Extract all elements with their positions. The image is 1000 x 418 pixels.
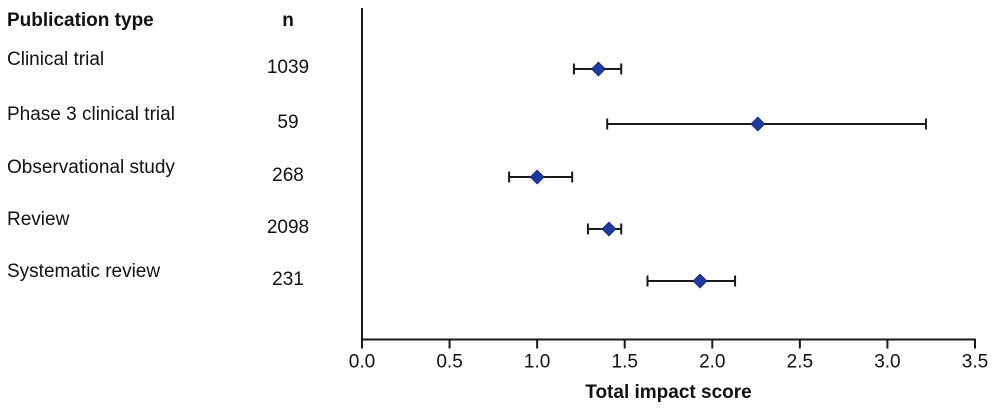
publication-type-label: Phase 3 clinical trial [7,104,175,125]
x-axis-tick-label: 3.5 [962,352,988,373]
x-axis-tick-label: 2.5 [787,352,813,373]
point-estimate-diamond [590,61,606,77]
x-axis-tick-label: 1.5 [612,352,638,373]
publication-type-label: Systematic review [7,261,161,282]
x-axis-tick-label: 1.0 [524,352,550,373]
point-estimate-diamond [529,169,545,185]
column-header-publication-type: Publication type [7,10,154,31]
x-axis-tick-label: 0.0 [349,352,375,373]
x-axis-title: Total impact score [585,382,751,403]
n-value: 268 [272,165,304,186]
x-axis-tick-label: 2.0 [699,352,725,373]
n-value: 2098 [266,217,310,238]
n-value: 59 [277,112,299,133]
publication-type-label: Observational study [7,157,175,178]
column-header-n: n [282,10,294,31]
point-estimate-diamond [692,273,708,289]
point-estimate-diamond [601,221,617,237]
x-axis-tick-label: 0.5 [436,352,462,373]
point-estimate-diamond [750,116,766,132]
publication-type-label: Review [7,209,70,230]
n-value: 231 [272,269,304,290]
x-axis-tick-label: 3.0 [874,352,900,373]
publication-type-label: Clinical trial [7,49,105,70]
n-value: 1039 [266,57,310,78]
